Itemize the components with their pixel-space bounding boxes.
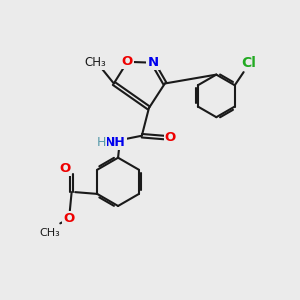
Text: H: H	[97, 136, 106, 149]
Text: O: O	[165, 131, 176, 144]
Text: Cl: Cl	[241, 56, 256, 70]
Text: NH: NH	[105, 136, 126, 149]
Text: CH₃: CH₃	[39, 228, 60, 238]
Text: O: O	[63, 212, 74, 225]
Text: CH₃: CH₃	[85, 56, 106, 69]
Text: O: O	[122, 55, 133, 68]
Text: O: O	[59, 161, 70, 175]
Text: N: N	[147, 56, 158, 69]
